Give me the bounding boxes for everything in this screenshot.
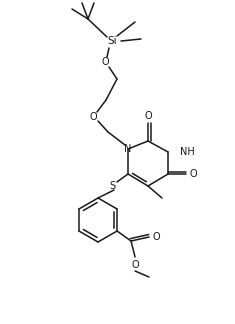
Text: O: O bbox=[144, 111, 152, 121]
Text: O: O bbox=[189, 169, 197, 179]
Text: O: O bbox=[101, 57, 109, 67]
Text: O: O bbox=[152, 232, 160, 242]
Text: S: S bbox=[109, 181, 115, 191]
Text: N: N bbox=[124, 144, 132, 154]
Text: O: O bbox=[89, 112, 97, 122]
Text: O: O bbox=[131, 260, 139, 270]
Text: NH: NH bbox=[180, 147, 195, 157]
Text: Si: Si bbox=[107, 36, 117, 46]
